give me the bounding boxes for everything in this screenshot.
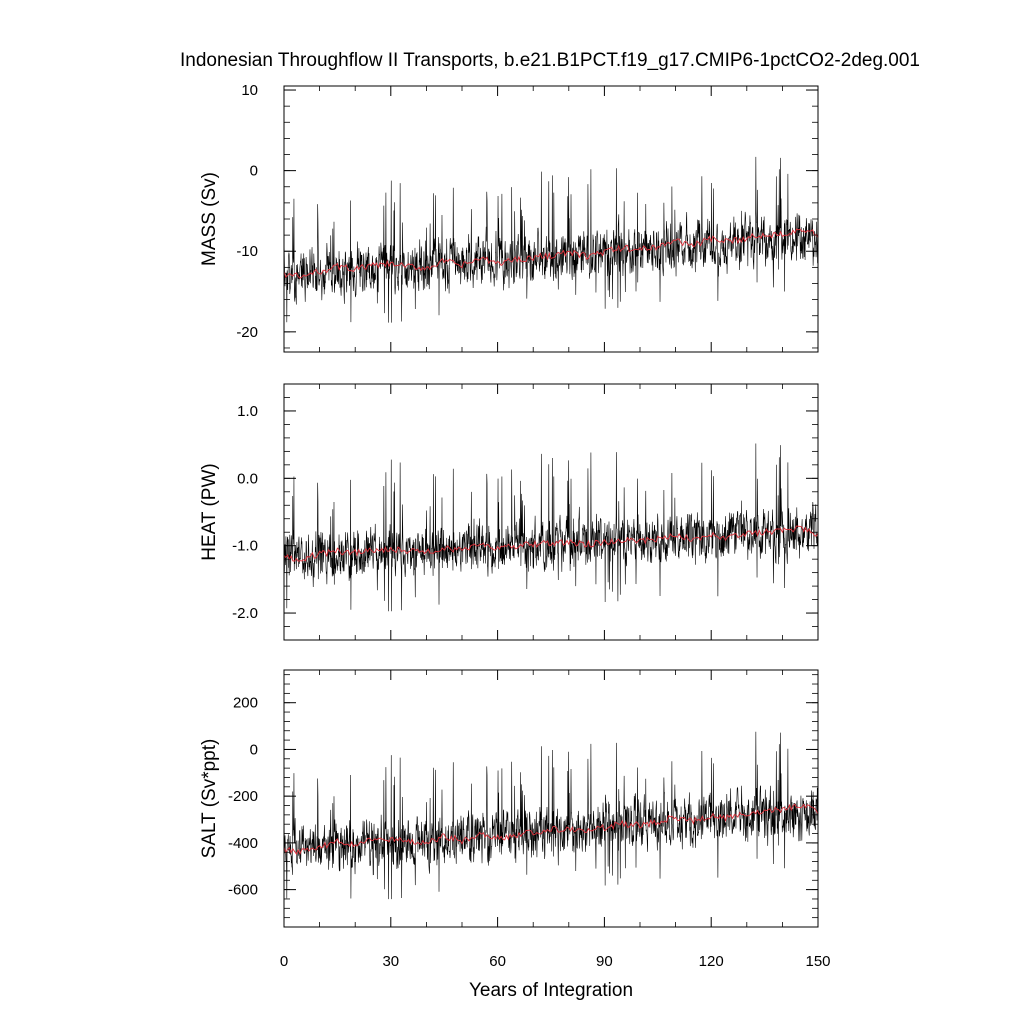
y-tick-label: -200 bbox=[228, 788, 258, 805]
y-tick-label: 10 bbox=[241, 82, 258, 99]
y-tick-label: -400 bbox=[228, 835, 258, 852]
y-tick-label: 1.0 bbox=[237, 403, 258, 420]
series-annual-mass bbox=[284, 228, 818, 279]
series-annual-salt bbox=[284, 803, 818, 855]
y-axis-label-heat: HEAT (PW) bbox=[199, 463, 220, 560]
x-axis-label: Years of Integration bbox=[469, 980, 633, 1001]
x-tick-label: 0 bbox=[280, 953, 288, 970]
panel-salt: 200 0 -200 -400 -600 SALT (Sv*ppt) bbox=[199, 669, 819, 928]
series-annual-heat bbox=[284, 525, 818, 562]
y-axis-label-salt: SALT (Sv*ppt) bbox=[199, 739, 220, 859]
chart-title: Indonesian Throughflow II Transports, b.… bbox=[180, 50, 920, 71]
x-axis: 0 30 60 90 120 150 bbox=[280, 953, 831, 970]
x-tick-label: 120 bbox=[699, 953, 724, 970]
x-tick-label: 150 bbox=[805, 953, 830, 970]
plot-frame-mass bbox=[283, 85, 819, 353]
y-tick-label: 200 bbox=[233, 695, 258, 712]
y-tick-label: -1.0 bbox=[232, 538, 258, 555]
plot-frame-salt bbox=[283, 669, 819, 928]
x-tick-label: 60 bbox=[489, 953, 506, 970]
y-tick-label: -20 bbox=[236, 324, 258, 341]
y-axis-label-mass: MASS (Sv) bbox=[199, 172, 220, 266]
plot-frame-heat bbox=[283, 383, 819, 641]
panel-mass: 10 0 -10 -20 MASS (Sv) bbox=[199, 82, 819, 353]
y-tick-label: -2.0 bbox=[232, 605, 258, 622]
x-tick-label: 30 bbox=[382, 953, 399, 970]
series-monthly-mass bbox=[284, 156, 818, 323]
series-monthly-heat bbox=[284, 443, 818, 612]
y-tick-label: -600 bbox=[228, 882, 258, 899]
y-tick-label: -10 bbox=[236, 243, 258, 260]
panel-heat: 1.0 0.0 -1.0 -2.0 HEAT (PW) bbox=[199, 383, 819, 641]
series-monthly-salt bbox=[284, 731, 818, 900]
y-tick-label: 0.0 bbox=[237, 470, 258, 487]
y-tick-label: 0 bbox=[250, 163, 258, 180]
x-tick-label: 90 bbox=[596, 953, 613, 970]
y-tick-label: 0 bbox=[250, 741, 258, 758]
